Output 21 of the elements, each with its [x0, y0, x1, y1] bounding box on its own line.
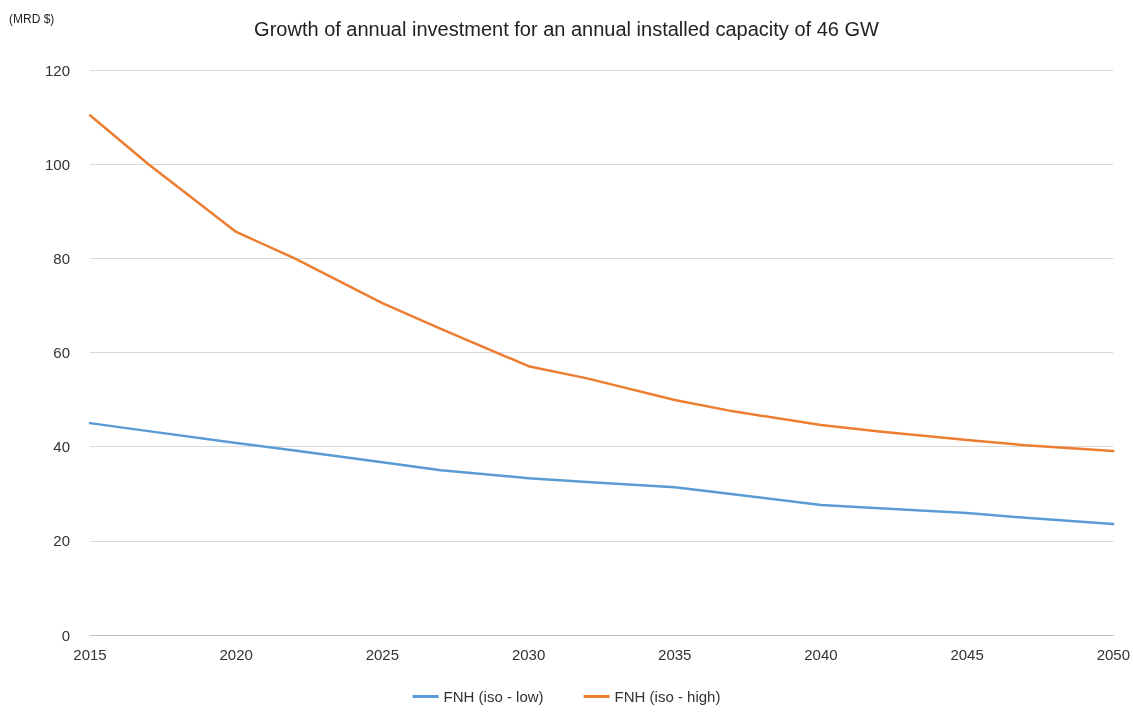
y-tick-label: 80 — [53, 249, 70, 267]
y-tick-label: 100 — [44, 155, 70, 173]
x-tick-label: 2040 — [804, 646, 838, 663]
x-tick-label: 2015 — [73, 646, 107, 663]
y-tick-label: 0 — [61, 626, 70, 644]
chart-title: Growth of annual investment for an annual installed capacity of 46 GW — [254, 18, 880, 40]
y-tick-label: 60 — [53, 344, 70, 361]
x-tick-label: 2045 — [950, 646, 984, 663]
line-series — [88, 421, 1115, 526]
x-tick-label: 2020 — [219, 646, 253, 663]
x-tick-label: 2050 — [1096, 646, 1130, 663]
legend-label: FNH (iso - high) — [614, 688, 721, 705]
legend-label: FNH (iso - low) — [443, 688, 544, 705]
y-tick-label: 120 — [44, 61, 70, 79]
line-series — [88, 113, 1115, 453]
y-axis-title: (MRD $) — [9, 12, 55, 26]
y-tick-label: 40 — [53, 438, 70, 456]
x-tick-label: 2025 — [365, 646, 400, 663]
x-tick-label: 2035 — [658, 646, 692, 663]
x-tick-label: 2030 — [511, 646, 546, 663]
y-tick-label: 20 — [53, 532, 70, 550]
